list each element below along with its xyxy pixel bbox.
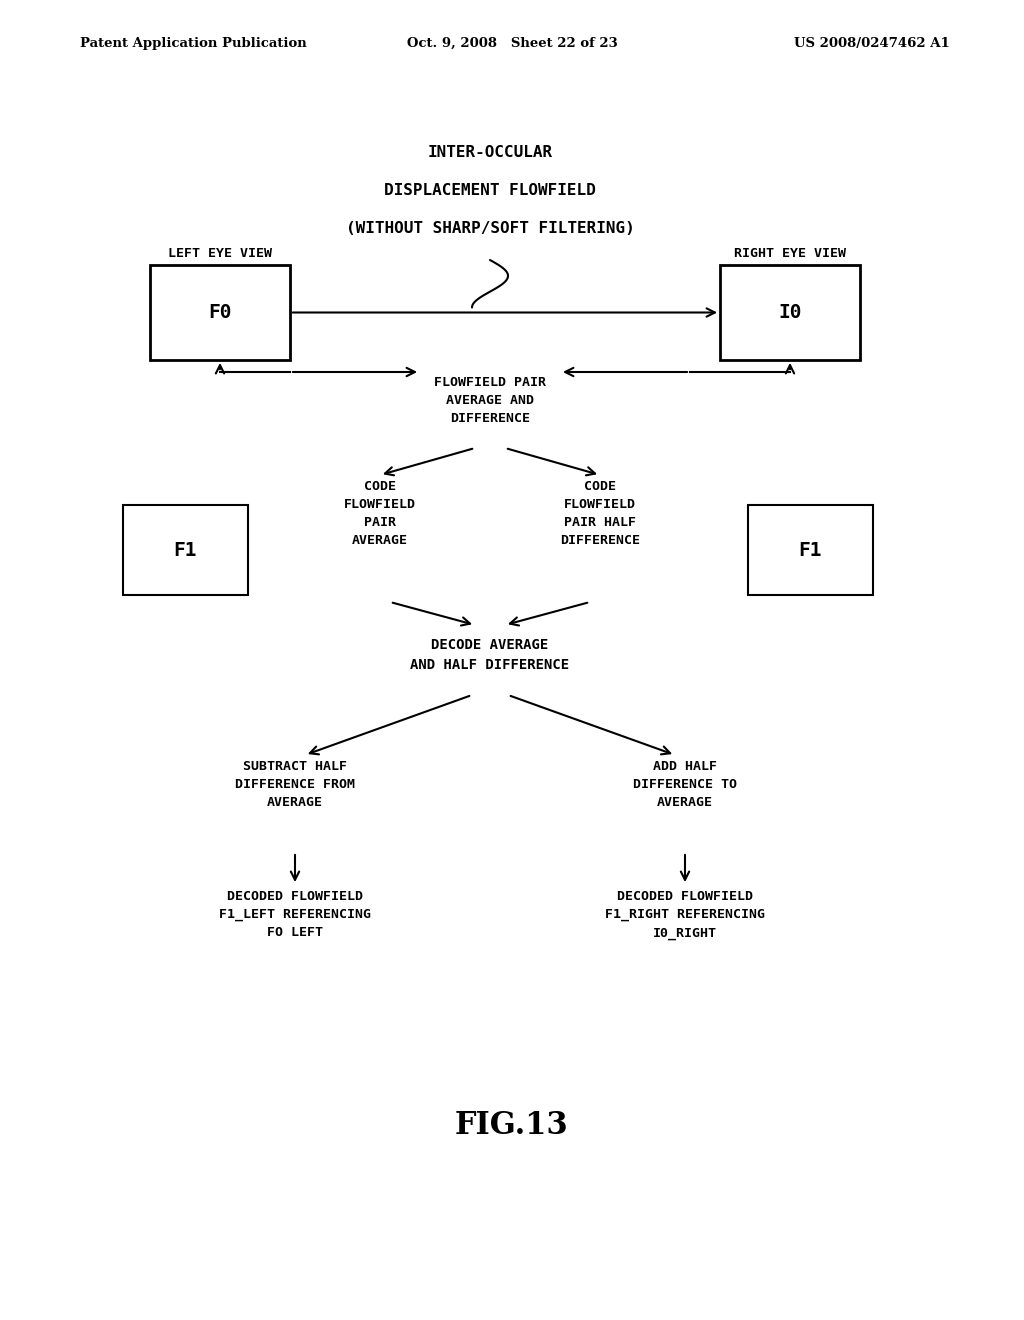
Text: I0: I0 xyxy=(778,304,802,322)
Bar xyxy=(123,506,248,595)
Text: Oct. 9, 2008   Sheet 22 of 23: Oct. 9, 2008 Sheet 22 of 23 xyxy=(407,37,617,50)
Text: DECODED FLOWFIELD
F1_RIGHT REFERENCING
I0_RIGHT: DECODED FLOWFIELD F1_RIGHT REFERENCING I… xyxy=(605,890,765,940)
Bar xyxy=(150,265,290,360)
Text: LEFT EYE VIEW: LEFT EYE VIEW xyxy=(168,247,272,260)
Text: FLOWFIELD PAIR
AVERAGE AND
DIFFERENCE: FLOWFIELD PAIR AVERAGE AND DIFFERENCE xyxy=(434,375,546,425)
Text: F1: F1 xyxy=(173,540,197,560)
Bar xyxy=(720,265,860,360)
Text: F0: F0 xyxy=(208,304,231,322)
Text: INTER-OCCULAR: INTER-OCCULAR xyxy=(427,145,553,160)
Text: US 2008/0247462 A1: US 2008/0247462 A1 xyxy=(795,37,950,50)
Text: DECODED FLOWFIELD
F1_LEFT REFERENCING
FO LEFT: DECODED FLOWFIELD F1_LEFT REFERENCING FO… xyxy=(219,890,371,940)
Text: SUBTRACT HALF
DIFFERENCE FROM
AVERAGE: SUBTRACT HALF DIFFERENCE FROM AVERAGE xyxy=(234,760,355,809)
Text: ADD HALF
DIFFERENCE TO
AVERAGE: ADD HALF DIFFERENCE TO AVERAGE xyxy=(633,760,737,809)
Text: Patent Application Publication: Patent Application Publication xyxy=(80,37,307,50)
Text: DECODE AVERAGE
AND HALF DIFFERENCE: DECODE AVERAGE AND HALF DIFFERENCE xyxy=(411,639,569,672)
Text: RIGHT EYE VIEW: RIGHT EYE VIEW xyxy=(734,247,846,260)
Text: (WITHOUT SHARP/SOFT FILTERING): (WITHOUT SHARP/SOFT FILTERING) xyxy=(346,220,635,236)
Text: FIG.13: FIG.13 xyxy=(455,1110,569,1140)
Text: F1: F1 xyxy=(799,540,821,560)
Text: CODE
FLOWFIELD
PAIR HALF
DIFFERENCE: CODE FLOWFIELD PAIR HALF DIFFERENCE xyxy=(560,480,640,546)
Text: DISPLACEMENT FLOWFIELD: DISPLACEMENT FLOWFIELD xyxy=(384,183,596,198)
Bar xyxy=(748,506,872,595)
Text: CODE
FLOWFIELD
PAIR
AVERAGE: CODE FLOWFIELD PAIR AVERAGE xyxy=(344,480,416,546)
